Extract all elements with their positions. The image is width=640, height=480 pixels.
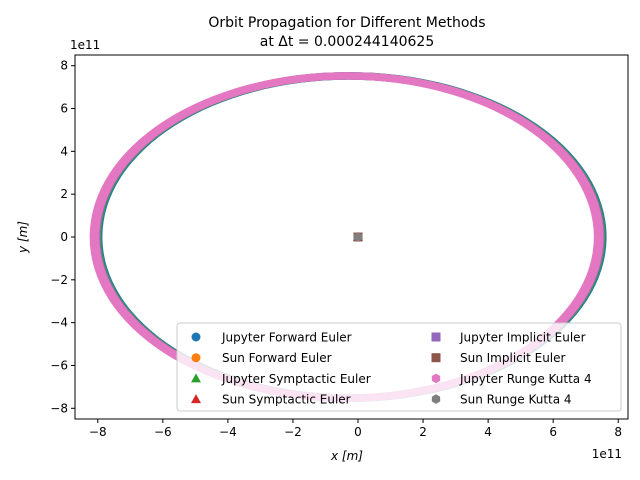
legend-label: Jupyter Forward Euler bbox=[221, 331, 352, 345]
legend-label: Sun Symptactic Euler bbox=[222, 393, 351, 407]
x-tick-label: −8 bbox=[89, 425, 107, 439]
x-tick-label: −4 bbox=[219, 425, 237, 439]
legend-marker bbox=[431, 373, 441, 384]
legend-marker bbox=[191, 332, 201, 342]
x-offset-label: 1e11 bbox=[592, 447, 622, 461]
legend-marker bbox=[191, 373, 201, 383]
y-tick-label: −4 bbox=[50, 316, 68, 330]
y-tick-label: 4 bbox=[60, 144, 68, 158]
x-axis-label: x [m] bbox=[330, 449, 363, 463]
x-tick-label: 8 bbox=[614, 425, 622, 439]
x-tick-label: −2 bbox=[284, 425, 302, 439]
y-tick-label: 0 bbox=[60, 230, 68, 244]
legend-label: Sun Forward Euler bbox=[222, 351, 332, 365]
legend-label: Jupyter Implicit Euler bbox=[459, 331, 586, 345]
y-tick-label: −2 bbox=[50, 273, 68, 287]
legend-marker bbox=[431, 353, 441, 363]
legend: Jupyter Forward Euler Sun Forward Euler Ju… bbox=[176, 322, 622, 412]
chart-title: Orbit Propagation for Different Methods bbox=[208, 15, 485, 31]
legend-label: Jupyter Runge Kutta 4 bbox=[459, 372, 592, 386]
x-tick-label: 0 bbox=[354, 425, 362, 439]
legend-marker bbox=[191, 394, 201, 404]
legend-box bbox=[176, 322, 622, 412]
y-tick-label: 6 bbox=[60, 102, 68, 116]
y-offset-label: 1e11 bbox=[70, 38, 100, 52]
x-tick-label: 4 bbox=[484, 425, 492, 439]
x-axis-ticks: −8 −6 −4 −2 0 2 4 6 8 bbox=[89, 419, 622, 439]
legend-marker bbox=[191, 353, 201, 363]
x-tick-label: −6 bbox=[154, 425, 172, 439]
legend-label: Sun Implicit Euler bbox=[460, 351, 566, 365]
y-tick-label: 2 bbox=[60, 187, 68, 201]
chart-subtitle: at Δt = 0.000244140625 bbox=[260, 34, 434, 50]
y-tick-label: −6 bbox=[50, 358, 68, 372]
y-tick-label: 8 bbox=[60, 59, 68, 73]
y-tick-label: −8 bbox=[50, 401, 68, 415]
x-tick-label: 2 bbox=[419, 425, 427, 439]
point-sun-runge-kutta-4 bbox=[353, 232, 363, 242]
x-tick-label: 6 bbox=[549, 425, 557, 439]
legend-label: Jupyter Symptactic Euler bbox=[221, 372, 371, 386]
legend-marker bbox=[431, 394, 441, 404]
legend-marker bbox=[431, 332, 441, 342]
y-axis-label: y [m] bbox=[16, 221, 30, 254]
y-axis-ticks: −8 −6 −4 −2 0 2 4 6 8 bbox=[50, 59, 75, 415]
legend-label: Sun Runge Kutta 4 bbox=[460, 393, 572, 407]
